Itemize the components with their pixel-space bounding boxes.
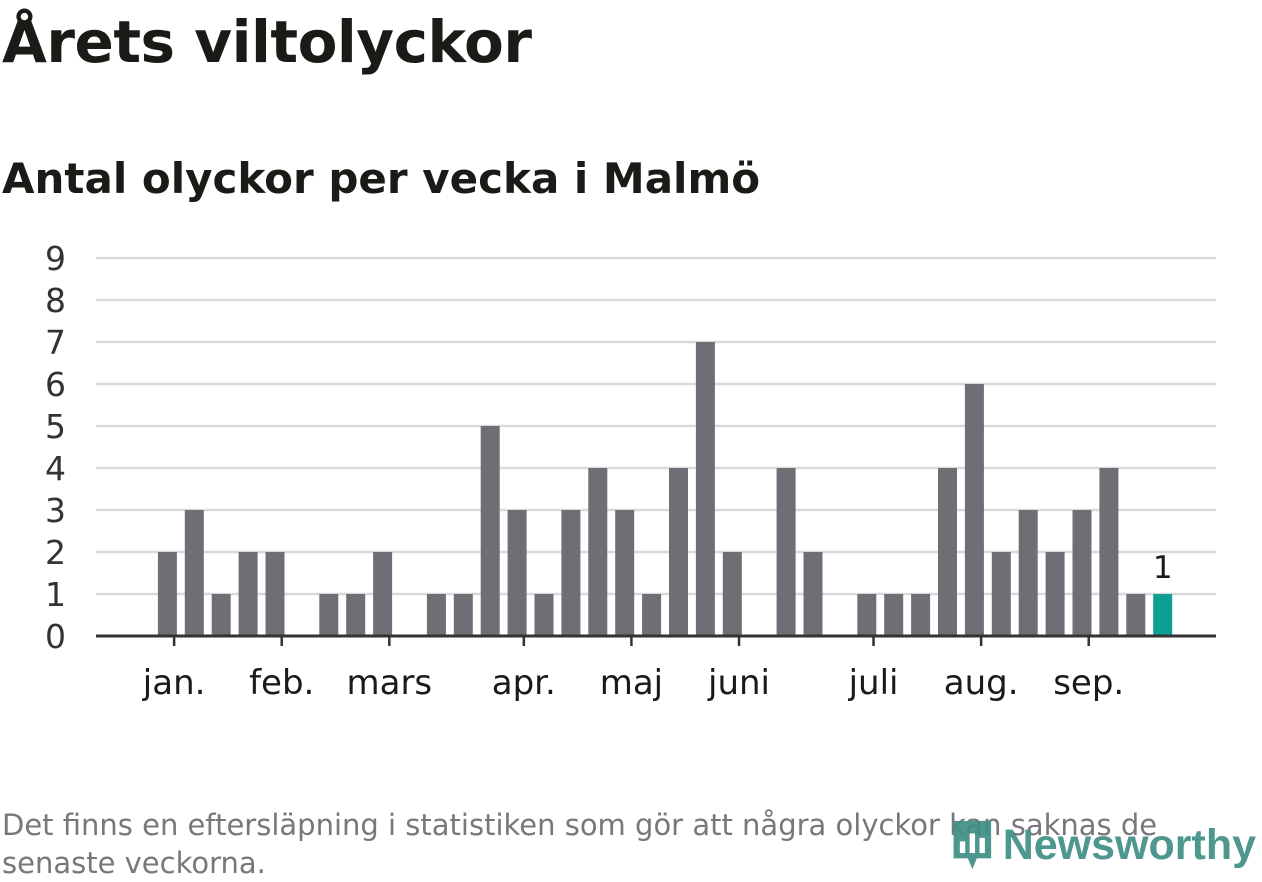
bar [265,552,285,636]
bars [157,342,1173,636]
bar [561,510,581,636]
bar [911,594,931,636]
bar [1018,510,1038,636]
bar [534,594,554,636]
x-tick-label: juni [707,663,770,703]
bar [238,552,258,636]
bar [615,510,635,636]
logo-text: Newsworthy [1002,820,1256,869]
y-tick-label: 2 [45,533,66,572]
x-tick-label: feb. [249,663,314,703]
highlight-bar [1153,594,1173,636]
bar [722,552,742,636]
y-tick-label: 6 [45,365,66,404]
bar [480,426,500,636]
bar [507,510,527,636]
bar [346,594,366,636]
bar [857,594,877,636]
bar [157,552,177,636]
y-tick-label: 3 [45,491,66,530]
bar [184,510,204,636]
bar [319,594,339,636]
bar [884,594,904,636]
x-tick-label: aug. [944,663,1019,703]
newsworthy-logo: Newsworthy [950,814,1256,876]
x-tick-label: juli [848,663,899,703]
x-tick-label: apr. [492,663,556,703]
bar-chart-pin-icon [953,820,992,870]
bar [1045,552,1065,636]
bar [211,594,231,636]
bar [991,552,1011,636]
x-tick-label: jan. [142,663,206,703]
gridlines [96,256,1216,596]
bar [695,342,715,636]
y-tick-label: 0 [45,617,66,656]
bar [1072,510,1092,636]
bar [669,468,688,636]
highlight-value-label: 1 [1153,550,1173,586]
y-tick-label: 1 [45,575,66,614]
y-tick-label: 5 [45,407,66,446]
chart-title: Årets viltolyckor [2,8,532,76]
bar [964,384,984,636]
bar [426,594,446,636]
bar [642,594,662,636]
bar [453,594,473,636]
bar [938,468,957,636]
x-tick-label: sep. [1053,663,1124,703]
y-tick-label: 8 [45,281,66,320]
bar [1099,468,1119,636]
x-axis [96,634,1216,646]
bar [373,552,393,636]
y-tick-label: 4 [45,449,66,488]
bar [776,468,796,636]
chart-subtitle: Antal olyckor per vecka i Malmö [2,154,761,203]
bar [803,552,823,636]
x-tick-label: maj [600,663,663,703]
bar [1126,594,1146,636]
bar [588,468,608,636]
x-tick-label: mars [346,663,432,703]
y-tick-label: 7 [45,323,66,362]
y-tick-label: 9 [45,239,66,278]
